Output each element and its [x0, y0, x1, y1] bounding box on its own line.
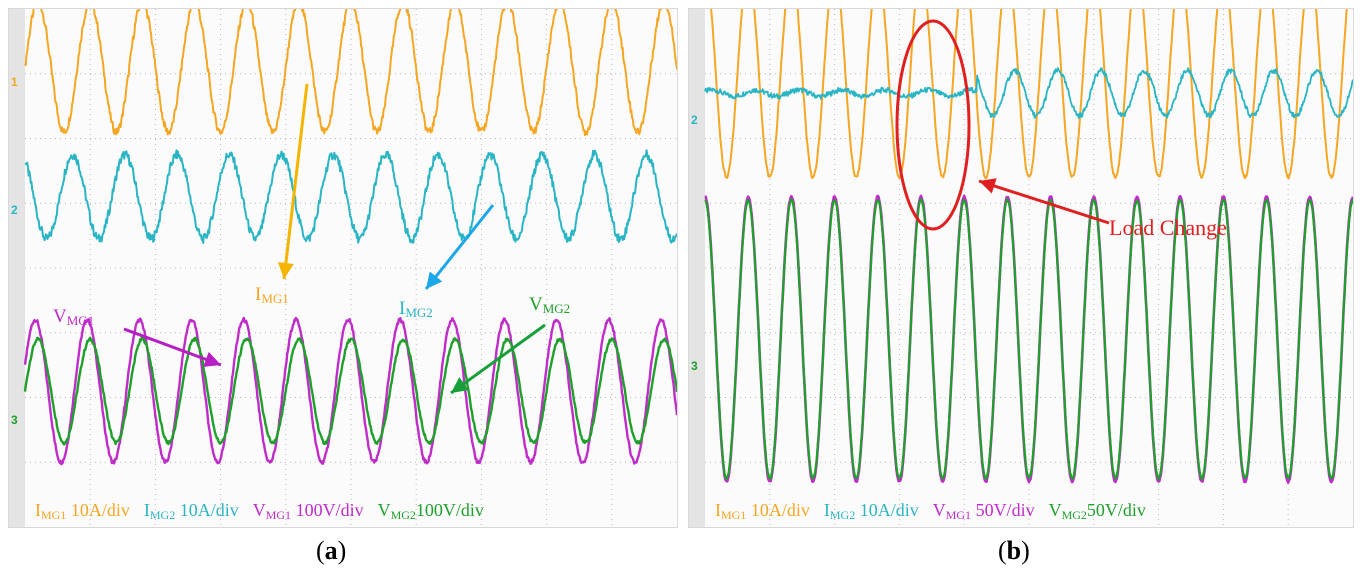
arrow-img1: [282, 83, 309, 280]
arrow-vmg1-head: [203, 351, 221, 367]
channel-3-marker: 3: [691, 359, 698, 373]
channel-1-marker: 1: [11, 75, 18, 89]
arrow-load-change: [978, 179, 1110, 225]
scale-legend-b: IMG1 10A/div IMG2 10A/div VMG1 50V/div VMG2…: [715, 500, 1160, 523]
label-vmg2: VMG2: [529, 294, 571, 316]
label-img1: IMG1: [255, 284, 289, 306]
label-vmg1: VMG1: [53, 306, 95, 328]
grid: [25, 9, 677, 527]
scale-mg2: VMG2100V/div: [377, 500, 484, 522]
arrow-img2: [424, 204, 495, 290]
load-change-label: Load Change: [1109, 215, 1227, 240]
arrow-vmg2-head: [451, 377, 469, 393]
grid: [705, 9, 1353, 527]
arrow-vmg2: [450, 323, 546, 395]
left-strip: [689, 9, 705, 527]
waveform-vmg2: [23, 336, 677, 446]
scale-mg2: VMG250V/div: [1048, 500, 1146, 522]
waveform-img2: [704, 67, 1353, 119]
scale-legend-a: IMG1 10A/div IMG2 10A/div VMG1 100V/div VMG…: [35, 500, 498, 523]
caption-b: (b): [998, 536, 1030, 565]
waveform-vmg1: [704, 194, 1353, 484]
load-change-highlight: [895, 19, 971, 231]
scale-mg1: VMG1 50V/div: [932, 500, 1035, 522]
arrow-img2-head: [426, 271, 443, 289]
scale-mg1: IMG1 10A/div: [35, 500, 130, 522]
channel-2-marker: 2: [691, 113, 698, 127]
arrow-vmg1: [123, 327, 222, 367]
scale-mg2: IMG2 10A/div: [143, 500, 239, 522]
waveform-vmg1: [23, 316, 677, 466]
label-img2: IMG2: [399, 298, 433, 320]
waveform-vmg2: [704, 198, 1353, 481]
scope-plot-b: [704, 9, 1353, 527]
channel-3-marker: 3: [11, 413, 18, 427]
arrow-load-change-head: [979, 178, 997, 194]
scale-mg1: IMG1 10A/div: [715, 500, 810, 522]
arrow-img1-head: [277, 262, 294, 279]
caption-a: (a): [316, 536, 347, 565]
scale-mg1: VMG1 100V/div: [252, 500, 364, 522]
scope-panel-a: 1 2 3 IMG1 IMG2 VMG1 VMG2 IMG1 10A/div IM…: [8, 8, 678, 528]
scope-plot-a: [23, 9, 677, 527]
waveform-img1: [24, 9, 677, 137]
waveform-img2: [24, 149, 677, 244]
left-strip: [9, 9, 25, 527]
scope-panel-b: 2 3 Load Change IMG1 10A/div IMG2 10A/div…: [688, 8, 1354, 528]
waveform-img1: [710, 9, 1348, 180]
channel-2-marker: 2: [11, 203, 18, 217]
scale-mg2: IMG2 10A/div: [823, 500, 919, 522]
